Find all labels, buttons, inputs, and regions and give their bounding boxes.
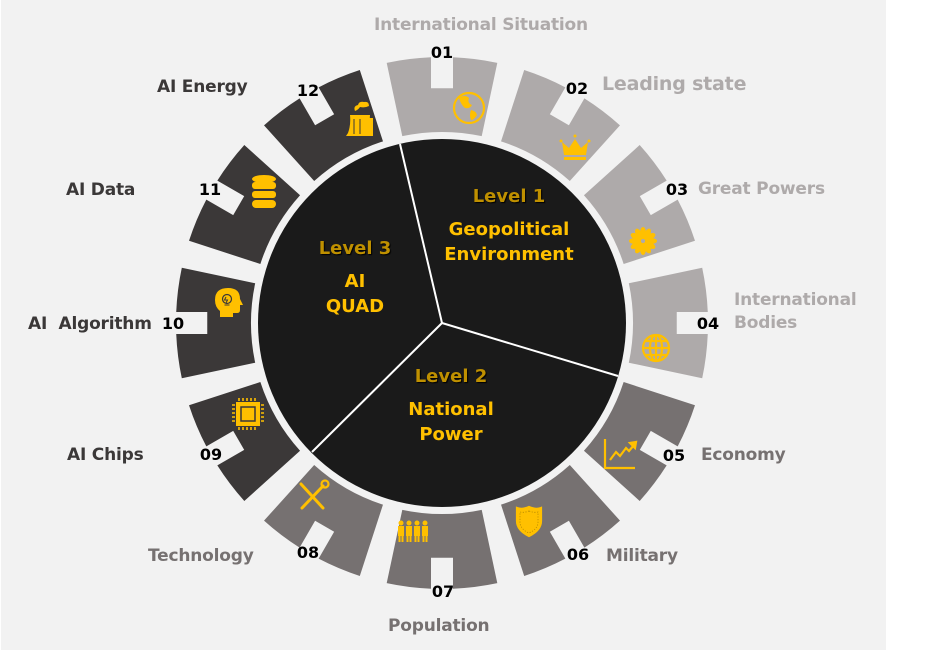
flower-icon: [629, 227, 657, 255]
shield-icon: [515, 505, 543, 538]
segment-11-label: AI Data: [66, 180, 136, 200]
database-icon: [252, 175, 276, 208]
segment-01-label: International Situation: [374, 15, 588, 35]
level-1-block: Level 1 Geopolitical Environment: [444, 184, 573, 267]
segment-09-number: 09: [199, 445, 223, 464]
globe-grid-icon: [641, 333, 671, 363]
center-dividers: [311, 143, 619, 453]
segment-09: [189, 382, 301, 501]
globe-americas-icon: [452, 91, 486, 125]
segment-10-label: AI Algorithm: [28, 314, 152, 334]
segment-08-number: 08: [296, 543, 320, 562]
segment-08-label: Technology: [148, 546, 254, 566]
segment-12-number: 12: [296, 81, 320, 100]
growth-chart-icon: [603, 439, 638, 470]
segment-09-label: AI Chips: [67, 445, 144, 465]
segment-04-number: 04: [696, 314, 720, 333]
segment-02: [501, 70, 620, 182]
segment-12: [264, 70, 383, 182]
segment-12-label: AI Energy: [157, 77, 248, 97]
segment-07-label: Population: [388, 616, 490, 636]
head-lightbulb-icon: [215, 288, 243, 317]
power-plant-icon: [346, 101, 373, 136]
people-icon: [398, 520, 428, 542]
segment-10-number: 10: [161, 314, 185, 333]
segment-06-label: Military: [606, 546, 678, 566]
segment-03-label: Great Powers: [698, 179, 825, 199]
segment-11-number: 11: [198, 180, 222, 199]
segment-06: [501, 464, 620, 576]
segment-11: [189, 145, 301, 264]
segment-10: [176, 267, 256, 379]
segment-04-label-line2: Bodies: [734, 313, 798, 333]
segment-02-number: 02: [565, 79, 589, 98]
segment-03-number: 03: [665, 180, 689, 199]
segment-05-label: Economy: [701, 445, 786, 465]
level-2-title-line2: Power: [419, 424, 483, 445]
segment-04-label-line1: International: [734, 290, 857, 310]
segment-03: [583, 145, 695, 264]
level-1-label: Level 1: [472, 186, 546, 207]
segment-04: [628, 267, 708, 379]
level-1-title-line1: Geopolitical: [448, 219, 570, 240]
diagram-canvas: Level 1 Geopolitical Environment Level 2…: [1, 0, 886, 650]
segment-05-number: 05: [662, 446, 686, 465]
level-3-block: Level 3 AI QUAD: [319, 236, 392, 319]
level-1-title-line2: Environment: [444, 244, 574, 265]
level-2-block: Level 2 National Power: [408, 364, 493, 447]
segment-01-number: 01: [430, 43, 454, 62]
level-3-label: Level 3: [318, 238, 392, 259]
tools-icon: [299, 479, 330, 510]
level-3-title-line1: AI: [344, 271, 366, 292]
segment-07-number: 07: [431, 582, 455, 601]
segment-05: [583, 382, 695, 501]
level-2-label: Level 2: [414, 366, 488, 387]
level-2-title-line1: National: [408, 399, 494, 420]
segment-01: [386, 57, 498, 137]
segment-07: [386, 509, 498, 589]
crown-icon: [559, 134, 591, 160]
level-3-title-line2: QUAD: [325, 296, 385, 317]
chip-icon: [232, 398, 264, 430]
wheel-diagram: [176, 57, 708, 589]
segment-08: [264, 464, 383, 576]
segment-06-number: 06: [566, 545, 590, 564]
segment-02-label: Leading state: [602, 73, 747, 95]
